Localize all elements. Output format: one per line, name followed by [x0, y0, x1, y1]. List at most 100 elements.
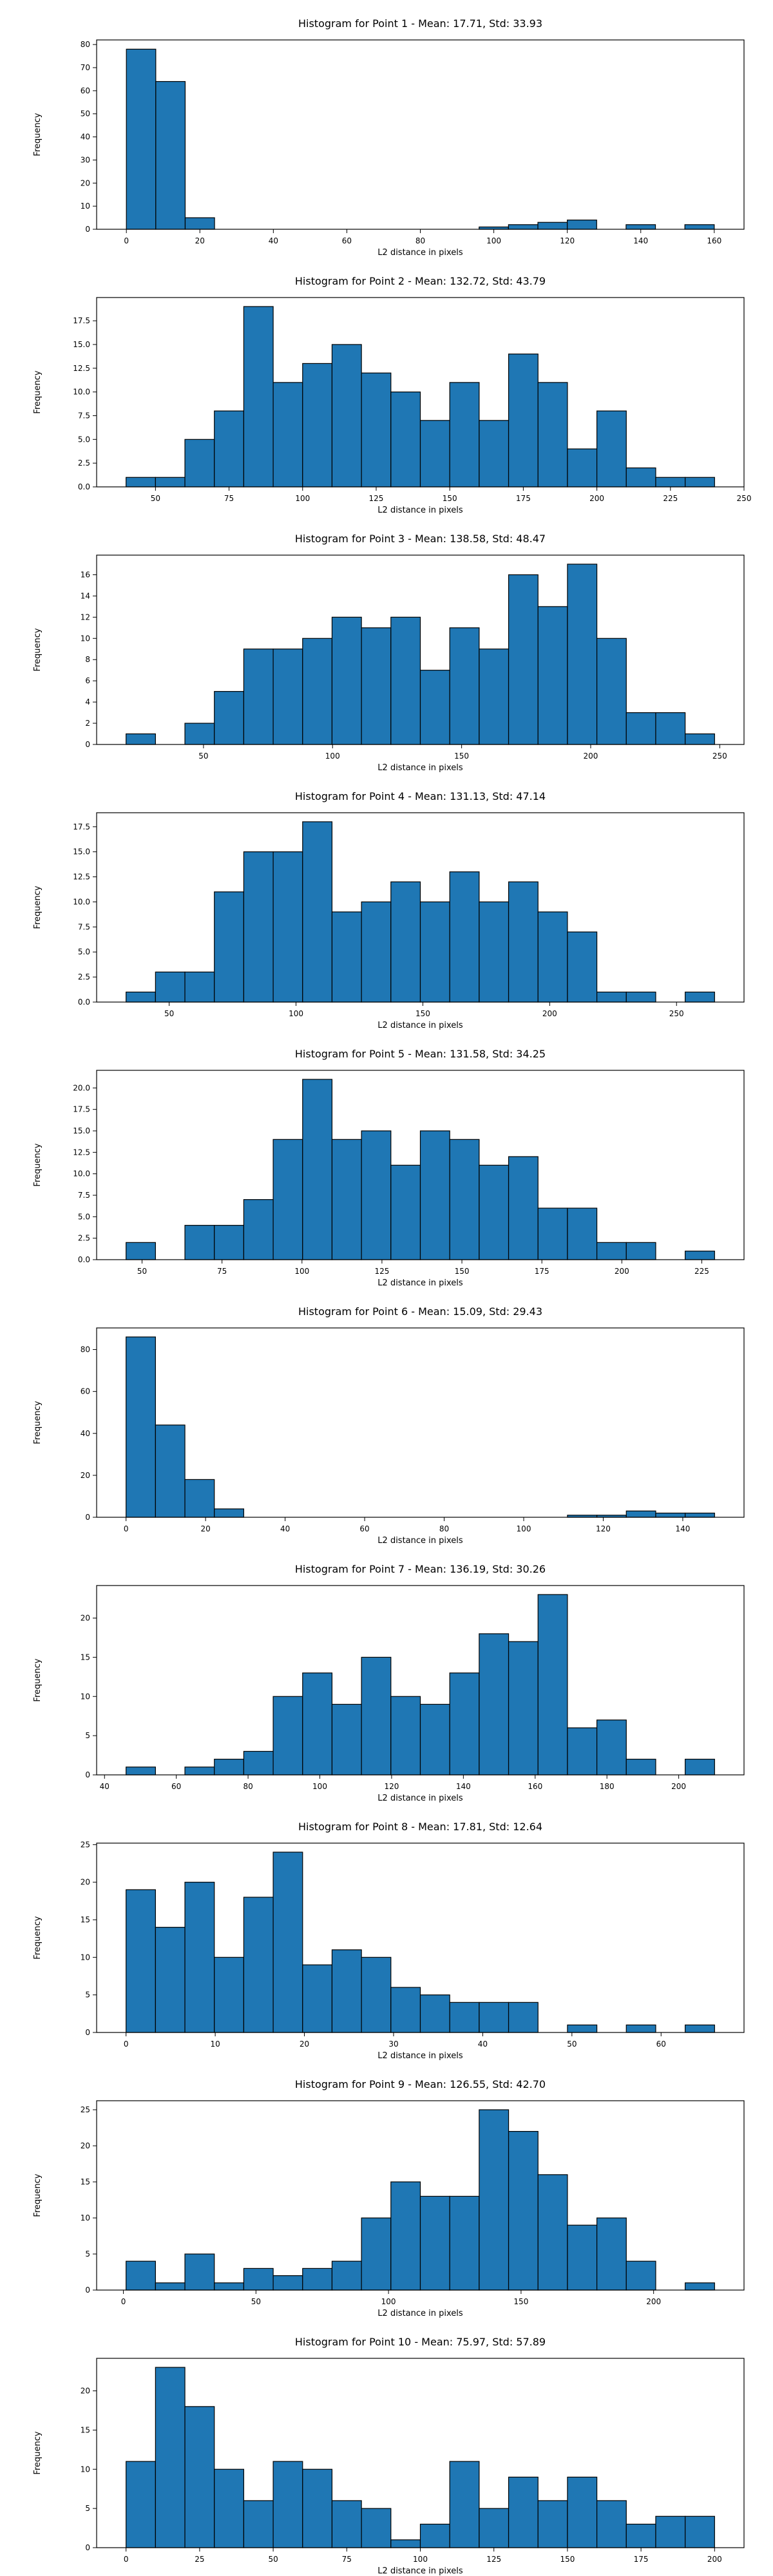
bars	[126, 2109, 715, 2291]
histogram-chart-7: Histogram for Point 7 - Mean: 136.19, St…	[33, 1563, 745, 1803]
histogram-bar	[126, 733, 156, 745]
histogram-bar	[361, 1130, 392, 1260]
x-tick-label: 100	[289, 1009, 303, 1018]
y-tick-label: 10	[81, 1692, 90, 1701]
y-tick-label: 15	[81, 2425, 90, 2434]
y-tick-label: 20	[81, 1614, 90, 1623]
histogram-bar	[155, 477, 186, 488]
y-tick-label: 20	[81, 2387, 90, 2396]
histogram-chart-4: Histogram for Point 4 - Mean: 131.13, St…	[33, 790, 745, 1030]
y-tick-label: 7.5	[78, 922, 90, 931]
y-tick-label: 10	[81, 634, 90, 643]
x-tick-label: 200	[615, 1267, 629, 1276]
histogram-bar	[537, 1208, 568, 1260]
bars	[126, 821, 715, 1003]
histogram-bar	[331, 2260, 362, 2291]
x-tick-label: 175	[516, 494, 531, 503]
x-tick-label: 50	[164, 1009, 174, 1018]
histogram-bar	[302, 2468, 333, 2548]
histogram-bar	[685, 2515, 715, 2548]
histogram-bar	[361, 627, 392, 745]
histogram-bar	[449, 2195, 480, 2291]
histogram-bar	[126, 2461, 156, 2548]
x-tick-label: 120	[596, 1524, 611, 1533]
x-tick-label: 150	[443, 494, 457, 503]
y-axis-label: Frequency	[33, 1143, 43, 1186]
histogram-bar	[596, 1719, 627, 1776]
x-tick-label: 150	[513, 2297, 528, 2306]
histogram-bar	[419, 901, 450, 1003]
y-axis-label: Frequency	[33, 113, 43, 156]
x-tick-label: 250	[737, 494, 752, 503]
x-tick-label: 80	[243, 1782, 253, 1791]
x-tick-label: 225	[663, 494, 678, 503]
y-tick-label: 14	[81, 591, 90, 600]
histogram-bar	[390, 1164, 421, 1260]
y-tick-label: 0.0	[78, 482, 90, 491]
histogram-bar	[537, 911, 568, 1003]
y-tick-label: 60	[81, 1387, 90, 1396]
histogram-bar	[184, 439, 215, 488]
y-tick-label: 40	[81, 133, 90, 142]
x-tick-label: 80	[439, 1524, 449, 1533]
histogram-bar	[685, 991, 715, 1003]
axes-frame	[96, 812, 745, 1003]
histogram-bar	[126, 1766, 156, 1776]
histogram-bar	[625, 2260, 656, 2291]
x-tick-label: 140	[456, 1782, 471, 1791]
histogram-bar	[184, 971, 215, 1003]
chart-title: Histogram for Point 9 - Mean: 126.55, St…	[295, 2078, 546, 2090]
histogram-bar	[685, 477, 715, 488]
histogram-bar	[537, 606, 568, 745]
axes-frame	[96, 2100, 745, 2291]
x-tick-label: 120	[384, 1782, 399, 1791]
histogram-bar	[685, 1512, 715, 1518]
histogram-bar	[508, 224, 539, 230]
x-tick-label: 125	[374, 1267, 389, 1276]
histogram-bar	[214, 1508, 245, 1518]
histogram-bar	[449, 871, 480, 1003]
histogram-bar	[390, 1696, 421, 1776]
x-tick-label: 100	[294, 1267, 309, 1276]
histogram-bar	[625, 224, 656, 230]
x-tick-label: 0	[124, 1524, 129, 1533]
histogram-bar	[625, 2024, 656, 2033]
chart-title: Histogram for Point 8 - Mean: 17.81, Std…	[298, 1821, 542, 1833]
histogram-bar	[596, 410, 627, 488]
histogram-bar	[272, 2275, 303, 2291]
y-axis-label: Frequency	[33, 1658, 43, 1701]
axes-frame	[96, 1842, 745, 2033]
y-tick-label: 80	[81, 1345, 90, 1354]
histogram-bar	[361, 2508, 392, 2548]
histogram-bar	[390, 616, 421, 745]
x-tick-label: 50	[137, 1267, 147, 1276]
y-tick-label: 50	[81, 109, 90, 118]
y-tick-label: 70	[81, 63, 90, 72]
histogram-bar	[331, 1949, 362, 2033]
y-axis-label: Frequency	[33, 886, 43, 929]
histogram-bar	[508, 1641, 539, 1776]
histogram-bar	[390, 1987, 421, 2033]
histogram-bar	[419, 1703, 450, 1776]
histogram-bar	[126, 991, 156, 1003]
histogram-bar	[508, 2002, 539, 2033]
axes-frame	[96, 554, 745, 745]
x-tick-label: 100	[517, 1524, 531, 1533]
histogram-bar	[479, 2508, 510, 2548]
y-tick-label: 10	[81, 2465, 90, 2474]
histogram-bar	[126, 2260, 156, 2291]
x-axis-label: L2 distance in pixels	[377, 506, 463, 515]
histogram-bar	[508, 354, 539, 488]
chart-title: Histogram for Point 1 - Mean: 17.71, Std…	[298, 17, 542, 30]
histogram-bar	[508, 2476, 539, 2548]
histogram-bar	[214, 1759, 245, 1776]
histogram-bar	[214, 891, 245, 1003]
y-tick-label: 8	[85, 655, 90, 664]
y-axis-label: Frequency	[33, 628, 43, 671]
x-tick-label: 80	[415, 236, 425, 245]
y-tick-label: 2.5	[78, 459, 90, 468]
x-axis-label: L2 distance in pixels	[377, 2309, 463, 2318]
histogram-bar	[243, 1750, 274, 1776]
histogram-bar	[685, 1251, 715, 1260]
histogram-bar	[655, 2515, 686, 2548]
